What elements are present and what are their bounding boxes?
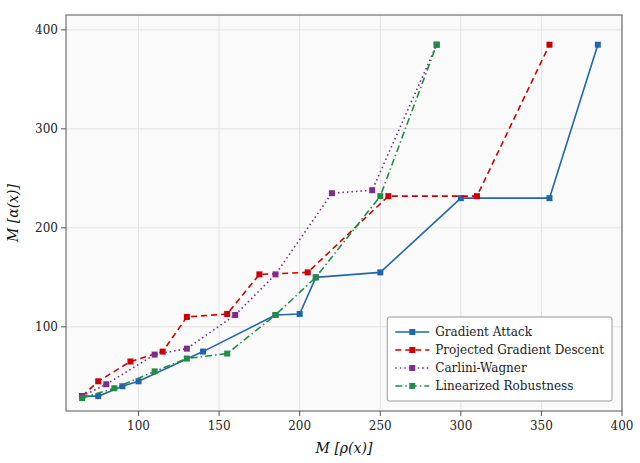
legend-box	[387, 317, 612, 401]
point	[224, 351, 230, 357]
tick-y	[61, 128, 66, 129]
plot-frame	[66, 15, 622, 411]
grid-line-x	[219, 15, 220, 411]
point	[546, 42, 552, 48]
tick-label-x: 100	[127, 419, 150, 433]
tick-y	[61, 326, 66, 327]
tick-y	[61, 227, 66, 228]
legend-marker	[409, 329, 415, 335]
tick-x	[460, 411, 461, 416]
point	[434, 42, 440, 48]
grid	[66, 15, 622, 411]
point	[313, 274, 319, 280]
grid-line-x	[299, 15, 300, 411]
point	[232, 312, 238, 318]
point	[273, 271, 279, 277]
legend-label: Carlini-Wagner	[435, 361, 527, 375]
point	[184, 346, 190, 352]
point	[111, 385, 117, 391]
series-line	[82, 45, 437, 396]
point	[127, 359, 133, 365]
grid-line-x	[380, 15, 381, 411]
point	[434, 42, 440, 48]
grid-line-y	[66, 29, 622, 30]
point	[313, 274, 319, 280]
point	[305, 269, 311, 275]
point	[273, 312, 279, 318]
legend-marker	[409, 347, 415, 353]
tick-label-y: 100	[35, 320, 58, 334]
point	[595, 42, 601, 48]
point	[369, 187, 375, 193]
tick-label-x: 350	[530, 419, 553, 433]
legend-label: Projected Gradient Descent	[435, 343, 604, 357]
legend-marker	[409, 365, 415, 371]
chart: 100 150 200 250 300 350 400 100 200 300 400 M [ρ(x)…	[0, 0, 640, 463]
tick-label-x: 150	[208, 419, 231, 433]
legend-label: Gradient Attack	[435, 325, 532, 339]
point	[256, 271, 262, 277]
point	[184, 356, 190, 362]
tick-label-x: 250	[369, 419, 392, 433]
point	[273, 312, 279, 318]
plot-area	[66, 15, 622, 411]
point	[329, 190, 335, 196]
x-axis-label: M [ρ(x)]	[315, 440, 373, 456]
tick-x	[138, 411, 139, 416]
point	[377, 193, 383, 199]
tick-label-x: 300	[449, 419, 472, 433]
legend: Gradient Attack Projected Gradient Descen…	[387, 317, 612, 401]
point	[184, 314, 190, 320]
point	[224, 311, 230, 317]
grid-line-y	[66, 128, 622, 129]
y-axis-label: M [α(x)]	[5, 183, 21, 243]
point	[152, 368, 158, 374]
grid-line-y	[66, 227, 622, 228]
point	[377, 269, 383, 275]
tick-label-y: 200	[35, 221, 58, 235]
tick-x	[219, 411, 220, 416]
point	[160, 349, 166, 355]
tick-y	[61, 29, 66, 30]
point	[297, 311, 303, 317]
tick-x	[622, 411, 623, 416]
point	[546, 195, 552, 201]
series-line	[82, 45, 437, 398]
point	[200, 349, 206, 355]
tick-x	[380, 411, 381, 416]
tick-label-x: 400	[611, 419, 634, 433]
point	[103, 381, 109, 387]
legend-marker	[409, 383, 415, 389]
tick-label-y: 300	[35, 122, 58, 136]
grid-line-x	[138, 15, 139, 411]
tick-x	[541, 411, 542, 416]
point	[474, 193, 480, 199]
point	[79, 395, 85, 401]
point	[152, 352, 158, 358]
tick-label-y: 400	[35, 23, 58, 37]
point	[385, 193, 391, 199]
tick-x	[299, 411, 300, 416]
tick-label-x: 200	[288, 419, 311, 433]
legend-label: Linearized Robustness	[435, 379, 573, 393]
point	[136, 378, 142, 384]
axes: 100 150 200 250 300 350 400 100 200 300 400	[35, 23, 633, 433]
point	[95, 378, 101, 384]
